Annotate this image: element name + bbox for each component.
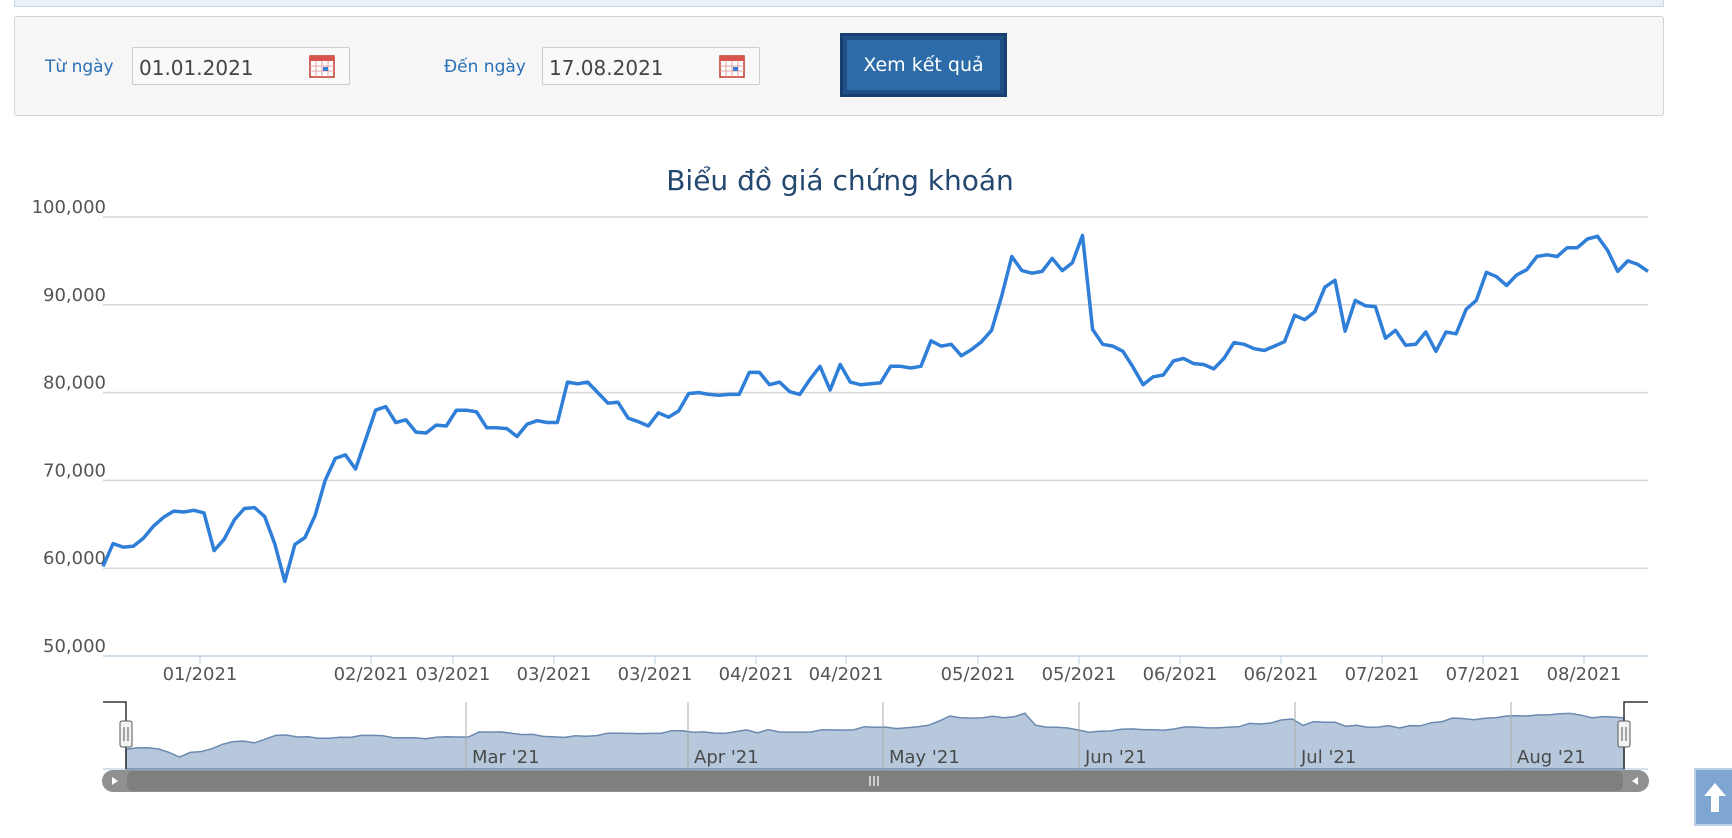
- y-tick-label: 100,000: [32, 197, 106, 218]
- chart-title: Biểu đồ giá chứng khoán: [666, 164, 1014, 197]
- view-results-label[interactable]: Xem kết quả: [847, 40, 1000, 90]
- to-date-label: Đến ngày: [444, 57, 526, 77]
- to-date-input[interactable]: 17.08.2021: [542, 47, 760, 85]
- navigator-x-label: Aug '21: [1517, 747, 1586, 768]
- triangle-right-icon[interactable]: [1632, 777, 1638, 785]
- x-tick-label: 06/2021: [1143, 664, 1218, 685]
- navigator-x-label: Jun '21: [1084, 747, 1147, 768]
- x-tick-label: 02/2021: [334, 664, 409, 685]
- navigator-x-label: Mar '21: [472, 747, 540, 768]
- x-tick-label: 05/2021: [1042, 664, 1117, 685]
- navigator-handle-right[interactable]: [1617, 720, 1631, 748]
- y-tick-label: 60,000: [43, 548, 106, 569]
- y-tick-label: 50,000: [43, 636, 106, 657]
- x-tick-label: 07/2021: [1446, 664, 1521, 685]
- date-filter-panel: Từ ngày 01.01.2021 Đến ngày 17.08.2021 X…: [14, 16, 1664, 116]
- arrow-up-icon: [1704, 783, 1726, 812]
- x-tick-label: 03/2021: [517, 664, 592, 685]
- scrollbar-thumb[interactable]: [127, 771, 1623, 791]
- y-tick-label: 80,000: [43, 373, 106, 394]
- x-tick-label: 03/2021: [416, 664, 491, 685]
- price-series-line: [101, 233, 1649, 584]
- x-tick-label: 01/2021: [163, 664, 238, 685]
- from-date-label: Từ ngày: [45, 57, 114, 77]
- x-tick-label: 04/2021: [719, 664, 794, 685]
- y-tick-label: 90,000: [43, 285, 106, 306]
- x-tick-label: 07/2021: [1345, 664, 1420, 685]
- x-tick-label: 08/2021: [1547, 664, 1622, 685]
- scroll-to-top-button[interactable]: [1694, 768, 1732, 826]
- x-tick-label: 05/2021: [941, 664, 1016, 685]
- x-tick-label: 06/2021: [1244, 664, 1319, 685]
- triangle-left-icon[interactable]: [112, 777, 118, 785]
- calendar-icon[interactable]: [309, 54, 335, 78]
- navigator-x-label: May '21: [889, 747, 960, 768]
- navigator-handle-left[interactable]: [119, 720, 133, 748]
- navigator-x-label: Apr '21: [694, 747, 759, 768]
- navigator-scrollbar[interactable]: [102, 770, 1649, 792]
- navigator-x-label: Jul '21: [1300, 747, 1356, 768]
- view-results-button[interactable]: Xem kết quả: [840, 33, 1007, 97]
- calendar-icon[interactable]: [719, 54, 745, 78]
- navigator-area: [125, 712, 1625, 770]
- x-tick-label: 04/2021: [809, 664, 884, 685]
- chart-navigator[interactable]: Mar '21 Apr '21 May '21 Jun '21 Jul '21 Aug '…: [102, 701, 1649, 792]
- to-date-value[interactable]: 17.08.2021: [549, 56, 664, 80]
- from-date-value[interactable]: 01.01.2021: [139, 56, 254, 80]
- top-strip: [14, 0, 1664, 7]
- from-date-input[interactable]: 01.01.2021: [132, 47, 350, 85]
- y-tick-label: 70,000: [43, 460, 106, 481]
- x-tick-label: 03/2021: [618, 664, 693, 685]
